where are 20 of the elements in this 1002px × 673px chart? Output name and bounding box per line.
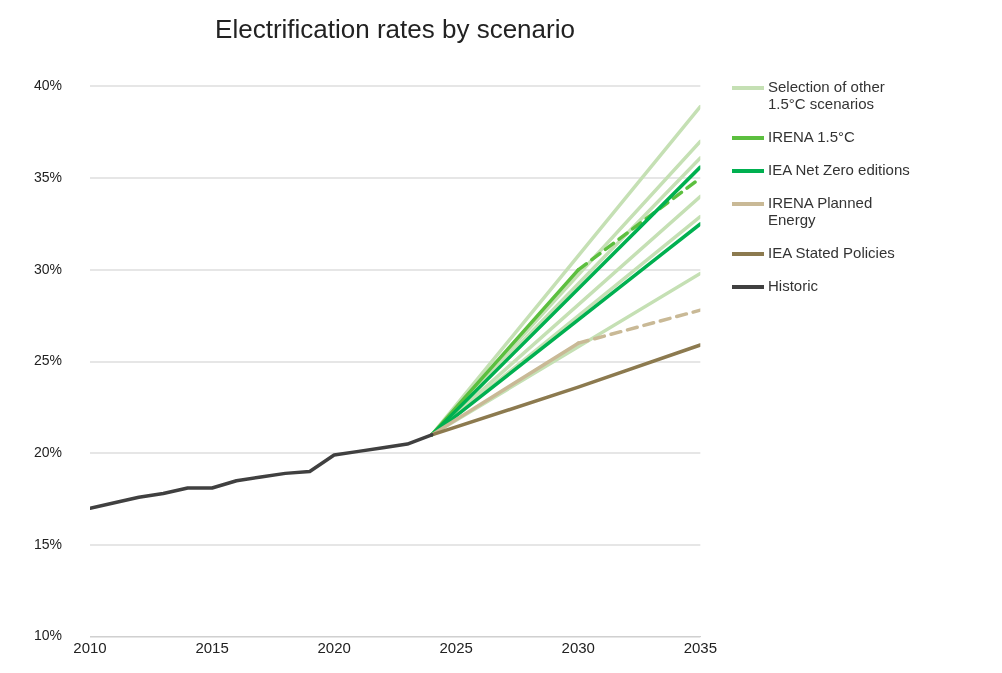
y-tick-label: 10% <box>33 627 63 644</box>
x-tick-label: 2020 <box>317 638 351 656</box>
legend-label: Selection of other 1.5°C scenarios <box>768 78 886 112</box>
y-tick-label: 30% <box>33 260 63 277</box>
legend-label: IEA Net Zero editions <box>768 161 910 178</box>
y-tick-label: 40% <box>33 77 63 94</box>
x-tick-label: 2025 <box>439 638 473 656</box>
y-tick-label: 20% <box>33 444 63 461</box>
x-tick-label: 2010 <box>73 638 107 656</box>
x-tick-label: 2035 <box>683 638 717 656</box>
legend-label: Historic <box>768 277 819 294</box>
y-tick-label: 35% <box>33 168 63 185</box>
y-tick-label: 15% <box>33 535 63 552</box>
legend-label: IEA Stated Policies <box>768 244 895 261</box>
legend-label: IRENA 1.5°C <box>768 128 855 145</box>
x-tick-label: 2030 <box>561 638 595 656</box>
chart-title: Electrification rates by scenario <box>214 14 576 45</box>
legend-label: IRENA Planned Energy <box>768 194 874 228</box>
y-tick-label: 25% <box>33 352 63 369</box>
x-tick-label: 2015 <box>195 638 229 656</box>
